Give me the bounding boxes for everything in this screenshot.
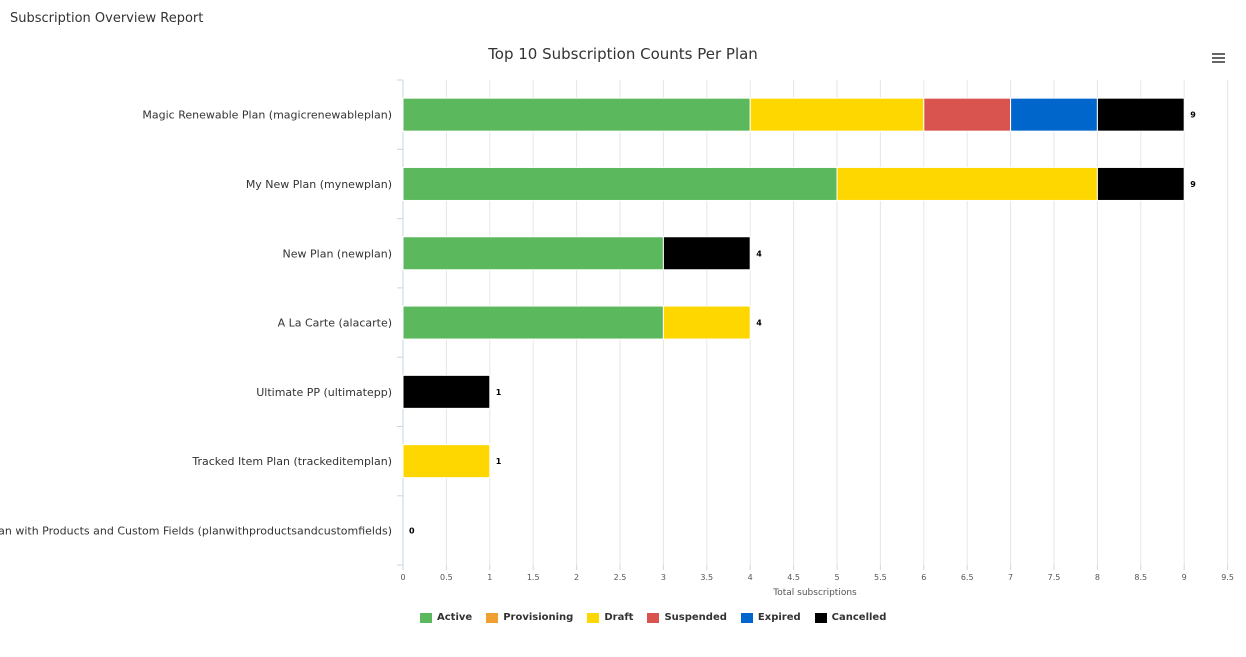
legend-item-cancelled[interactable]: Cancelled (814, 612, 887, 623)
bar-segment-active[interactable] (402, 305, 664, 340)
x-tick-label: 8 (1095, 573, 1100, 582)
data-label-total: 1 (496, 388, 502, 397)
x-tick-label: 1 (487, 573, 492, 582)
bar-segment-draft[interactable] (749, 97, 925, 132)
x-tick-label: 8.5 (1134, 573, 1147, 582)
x-tick-label: 6.5 (961, 573, 974, 582)
x-tick-label: 2 (574, 573, 579, 582)
y-category-label: Ultimate PP (ultimatepp) (256, 386, 392, 399)
legend-item-active[interactable]: Active (420, 612, 472, 623)
x-tick-label: 5.5 (874, 573, 887, 582)
data-label-total: 4 (756, 319, 762, 328)
data-label-total: 4 (756, 249, 762, 258)
legend-swatch (587, 612, 600, 623)
x-tick-label: 7 (1008, 573, 1013, 582)
bar-segment-active[interactable] (402, 166, 838, 201)
data-label-total: 0 (409, 526, 415, 535)
x-tick-label: 6 (921, 573, 926, 582)
hamburger-menu-icon[interactable] (1206, 48, 1232, 68)
legend-label: Provisioning (503, 612, 574, 623)
data-label-total: 9 (1190, 180, 1196, 189)
x-tick-label: 7.5 (1048, 573, 1061, 582)
legend-label: Cancelled (831, 612, 887, 623)
bar-segment-active[interactable] (402, 97, 751, 132)
bar-segment-suspended[interactable] (923, 97, 1012, 132)
y-category-label: A La Carte (alacarte) (278, 317, 392, 330)
legend-label: Active (437, 612, 473, 623)
bar-segment-expired[interactable] (1010, 97, 1098, 132)
x-tick-label: 3 (661, 573, 666, 582)
legend-swatch (647, 612, 660, 623)
y-category-label: New Plan (newplan) (283, 247, 392, 260)
legend-swatch (814, 612, 827, 623)
bar-segment-cancelled[interactable] (402, 374, 491, 409)
legend-swatch (740, 612, 753, 623)
x-tick-label: 4 (748, 573, 753, 582)
x-tick-label: 9.5 (1221, 573, 1234, 582)
y-category-label: Tracked Item Plan (trackeditemplan) (191, 455, 392, 468)
stacked-bar-chart: Top 10 Subscription Counts Per Plan Magi… (0, 45, 1234, 598)
x-tick-label: 3.5 (700, 573, 713, 582)
bar-segment-active[interactable] (402, 236, 664, 271)
x-tick-label: 1.5 (527, 573, 540, 582)
x-axis-title: Total subscriptions (772, 588, 857, 598)
data-label-total: 1 (496, 457, 502, 466)
legend-item-expired[interactable]: Expired (740, 612, 801, 623)
legend-label: Expired (757, 612, 801, 623)
legend-item-draft[interactable]: Draft (587, 612, 633, 623)
legend-swatch (420, 612, 432, 623)
chart-legend: Active Provisioning Draft Suspended Expired C… (420, 612, 900, 623)
legend-item-suspended[interactable]: Suspended (647, 612, 727, 623)
x-tick-label: 2.5 (614, 573, 627, 582)
data-label-total: 9 (1190, 111, 1196, 120)
x-tick-label: 9 (1182, 573, 1187, 582)
legend-item-provisioning[interactable]: Provisioning (486, 612, 573, 623)
bar-segment-cancelled[interactable] (1096, 97, 1185, 132)
legend-label: Draft (604, 612, 634, 623)
x-tick-label: 5 (834, 573, 839, 582)
bar-segment-cancelled[interactable] (662, 236, 751, 271)
x-tick-label: 0 (400, 573, 405, 582)
bar-segment-draft[interactable] (836, 166, 1098, 201)
y-category-label: Magic Renewable Plan (magicrenewableplan… (142, 109, 392, 122)
y-category-label: Plan with Products and Custom Fields (pl… (0, 524, 392, 537)
x-tick-label: 0.5 (440, 573, 453, 582)
chart-title: Top 10 Subscription Counts Per Plan (487, 45, 758, 63)
bar-segment-cancelled[interactable] (1096, 166, 1185, 201)
bar-segment-draft[interactable] (662, 305, 751, 340)
legend-swatch (486, 612, 499, 623)
y-category-label: My New Plan (mynewplan) (246, 178, 392, 191)
legend-label: Suspended (664, 612, 727, 623)
report-title: Subscription Overview Report (10, 11, 204, 26)
x-tick-label: 4.5 (787, 573, 800, 582)
bar-segment-draft[interactable] (402, 444, 491, 479)
